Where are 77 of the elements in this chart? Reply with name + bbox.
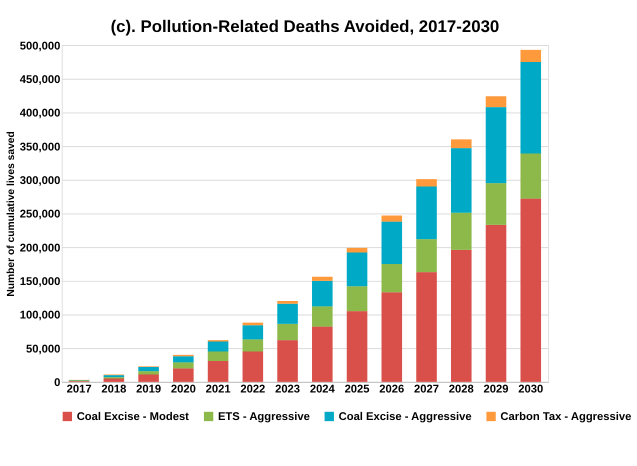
bar: [277, 304, 298, 324]
x-tick-label: 2028: [448, 384, 474, 396]
bar: [382, 222, 402, 264]
bar: [346, 248, 368, 253]
x-tick-label: 2017: [66, 384, 92, 396]
legend-label: Coal Excise - Aggressive: [338, 411, 472, 424]
legend-label: ETS - Aggressive: [218, 411, 310, 424]
bar: [382, 216, 402, 222]
bar: [416, 186, 437, 240]
bar: [450, 148, 472, 213]
bar: [416, 179, 437, 187]
y-tick-label: 450,000: [20, 74, 60, 86]
bar: [173, 356, 194, 362]
bar: [208, 341, 228, 352]
bar: [486, 183, 506, 225]
x-tick-label: 2024: [310, 384, 336, 396]
bar: [486, 107, 506, 184]
x-tick-label: 2029: [484, 384, 509, 396]
bar: [520, 198, 542, 382]
bar: [450, 250, 472, 382]
bar: [382, 292, 402, 382]
x-tick-label: 2030: [518, 384, 544, 396]
legend-label: Coal Excise - Modest: [76, 411, 190, 424]
x-tick-label: 2020: [170, 384, 196, 396]
y-tick-label: 400,000: [20, 108, 60, 120]
bar: [312, 276, 333, 281]
bar: [138, 374, 159, 382]
bar: [416, 239, 437, 272]
bar: [520, 62, 542, 154]
y-tick-label: 300,000: [20, 175, 60, 188]
bar: [208, 352, 228, 361]
y-tick-label: 50,000: [26, 343, 60, 356]
bar: [277, 301, 298, 304]
bar: [138, 371, 159, 374]
bar: [312, 306, 333, 327]
bar: [242, 352, 264, 382]
x-tick-label: 2018: [101, 384, 126, 396]
bar: [242, 325, 264, 340]
bar: [208, 360, 228, 382]
bar: [242, 322, 264, 326]
bar: [486, 96, 506, 108]
x-tick-label: 2022: [240, 384, 266, 396]
y-tick-label: 150,000: [20, 276, 60, 288]
bar: [138, 367, 159, 372]
x-tick-label: 2026: [379, 384, 404, 396]
bar: [346, 252, 368, 286]
y-tick-label: 0: [54, 377, 60, 390]
y-tick-label: 100,000: [20, 310, 60, 322]
bar: [277, 324, 298, 340]
bar: [242, 339, 264, 352]
bar: [382, 264, 402, 292]
bar: [416, 272, 437, 382]
x-tick-label: 2025: [344, 384, 370, 396]
y-tick-label: 200,000: [20, 242, 60, 254]
y-tick-label: 350,000: [20, 141, 60, 154]
bar: [277, 340, 298, 382]
bar: [312, 326, 333, 382]
y-axis-title: Number of cumulative lives saved: [6, 131, 18, 297]
bar: [450, 212, 472, 250]
bar: [520, 50, 542, 62]
x-tick-label: 2023: [275, 384, 300, 396]
bar: [486, 224, 506, 382]
bar: [520, 154, 542, 199]
y-tick-label: 500,000: [20, 40, 60, 52]
bar: [346, 286, 368, 312]
bar: [173, 362, 194, 368]
bar: [346, 311, 368, 382]
x-tick-label: 2021: [206, 384, 231, 396]
bar: [104, 378, 124, 382]
x-tick-label: 2027: [414, 384, 440, 396]
y-tick-label: 250,000: [20, 208, 60, 221]
legend-label: Carbon Tax - Aggressive: [500, 411, 632, 424]
bar: [312, 280, 333, 306]
bar: [173, 368, 194, 382]
bar: [450, 139, 472, 148]
chart-title: (c). Pollution-Related Deaths Avoided, 2017-2030: [110, 17, 500, 36]
x-tick-label: 2019: [136, 384, 162, 396]
